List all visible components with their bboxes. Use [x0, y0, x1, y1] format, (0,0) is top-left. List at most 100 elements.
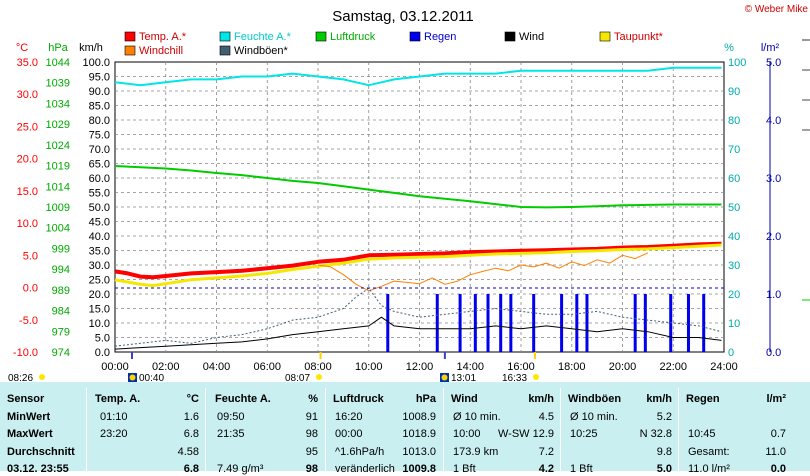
table-cell: 98: [305, 428, 318, 440]
temp-tick-label: 20.0: [17, 154, 38, 166]
table-cell: 9.8: [656, 446, 672, 458]
table-cell: 01:10: [100, 411, 128, 423]
table-cell: 10:00: [453, 428, 481, 440]
legend-label: Regen: [424, 31, 456, 43]
rain-bar: [633, 294, 637, 352]
table-cell: 11.0: [765, 446, 786, 458]
pressure-tick-label: 1029: [46, 119, 70, 131]
humidity-tick-label: 70: [728, 144, 740, 156]
axis-tick-labels: 35.0 30.0 25.0 20.0 15.0 10.0 5.0 0.0 -5.0 -10.0 1…: [13, 57, 781, 373]
x-tick-label: 12:00: [406, 361, 434, 373]
wind-tick-label: 5.0: [95, 333, 110, 345]
legend-label: Windböen*: [234, 45, 289, 57]
humidity-tick-label: 40: [728, 231, 740, 243]
moon-glyph: [129, 374, 136, 381]
series-line: [114, 66, 722, 87]
table-cell: 10:45: [688, 428, 716, 440]
pressure-tick-label: 1014: [46, 181, 70, 193]
rain-bar: [643, 294, 647, 352]
table-header: %: [308, 393, 318, 405]
moon-time-label: 13:01: [451, 373, 476, 382]
table-cell: 0.7: [770, 428, 786, 440]
table-cell: 5.0: [656, 463, 672, 475]
pressure-tick-label: 1039: [46, 78, 70, 90]
table-header: km/h: [646, 393, 672, 405]
pressure-unit-label: hPa: [48, 42, 68, 54]
legend-swatch: [219, 45, 231, 56]
legend-swatch: [504, 31, 516, 42]
table-cell: 1.6: [183, 411, 199, 423]
rain-bar: [499, 294, 503, 352]
wind-tick-label: 90.0: [89, 86, 110, 98]
rain-bar: [532, 294, 536, 352]
legend-swatch: [219, 31, 231, 42]
pressure-tick-label: 999: [52, 243, 70, 255]
legend-label: Luftdruck: [330, 31, 376, 43]
table-cell: 00:00: [335, 428, 363, 440]
series-line: [114, 241, 722, 280]
table-cell: Gesamt:: [688, 446, 730, 458]
legend-swatch: [599, 31, 611, 42]
table-cell: 11.0 l/m²: [688, 463, 730, 475]
humidity-tick-label: 90: [728, 86, 740, 98]
pressure-tick-label: 994: [52, 264, 70, 276]
legend-label: Windchill: [139, 45, 183, 57]
table-cell: 09:50: [217, 411, 245, 423]
pressure-tick-label: 1004: [46, 223, 70, 235]
weather-chart: Temp. A.* Feuchte A.* Luftdruck Regen Wind Ta…: [8, 4, 810, 382]
table-header: Luftdruck: [333, 393, 384, 405]
sun-time-label: 16:33: [502, 373, 527, 382]
pressure-tick-label: 989: [52, 285, 70, 297]
rain-unit-label: l/m²: [761, 42, 780, 54]
rain-bar: [575, 294, 579, 352]
legend: Temp. A.* Feuchte A.* Luftdruck Regen Wind Ta…: [124, 31, 664, 57]
wind-tick-label: 10.0: [89, 318, 110, 330]
legend-swatch: [124, 45, 136, 56]
table-cell: 4.5: [538, 411, 554, 423]
chart-title: Samstag, 03.12.2011: [332, 8, 474, 25]
rain-bar: [702, 294, 706, 352]
x-tick-label: 00:00: [101, 361, 129, 373]
legend-label: Wind: [519, 31, 544, 43]
table-header: Windböen: [568, 393, 622, 405]
temp-tick-label: 35.0: [17, 57, 38, 69]
legend-label: Temp. A.*: [139, 31, 187, 43]
table-header: Sensor: [7, 393, 45, 405]
table-cell: ^1.6hPa/h: [335, 446, 385, 458]
table-header: Wind: [451, 393, 478, 405]
wind-tick-label: 45.0: [89, 217, 110, 229]
table-cell: 21:35: [217, 428, 245, 440]
series-lines: [114, 66, 722, 350]
legend-swatch: [315, 31, 327, 42]
x-tick-label: 18:00: [558, 361, 586, 373]
pressure-tick-label: 979: [52, 326, 70, 338]
humidity-tick-label: 10: [728, 318, 740, 330]
table-cell: 98: [305, 463, 318, 475]
table-cell: 7.2: [538, 446, 554, 458]
grid: [115, 62, 724, 352]
x-tick-label: 14:00: [456, 361, 484, 373]
table-cell: 5.2: [656, 411, 672, 423]
temp-unit-label: °C: [16, 42, 28, 54]
legend-swatch: [124, 31, 136, 42]
sun-time-label: 08:26: [8, 373, 33, 382]
x-tick-label: 24:00: [710, 361, 738, 373]
wind-tick-label: 55.0: [89, 188, 110, 200]
table-row-label: 03.12. 23:55: [7, 463, 69, 475]
pressure-tick-label: 1024: [46, 140, 70, 152]
rain-tick-label: 4.0: [766, 115, 781, 127]
x-tick-label: 04:00: [203, 361, 231, 373]
temp-tick-label: -5.0: [19, 315, 38, 327]
rain-tick-label: 1.0: [766, 289, 781, 301]
legend-label: Feuchte A.*: [234, 31, 292, 43]
table-cell: 1 Bft: [570, 463, 593, 475]
pressure-tick-label: 1019: [46, 161, 70, 173]
series-line: [114, 316, 722, 350]
wind-tick-label: 95.0: [89, 72, 110, 84]
wind-tick-label: 50.0: [89, 202, 110, 214]
temp-tick-label: -10.0: [13, 347, 38, 359]
table-cell: 173.9 km: [453, 446, 499, 458]
table-cell: 1008.9: [402, 411, 436, 423]
rain-bar: [560, 294, 564, 352]
pressure-tick-label: 984: [52, 306, 70, 318]
